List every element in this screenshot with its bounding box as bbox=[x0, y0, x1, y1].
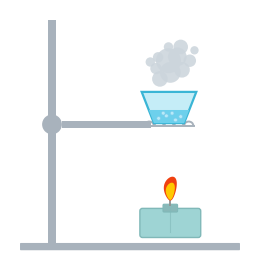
Bar bbox=[48, 20, 56, 244]
Circle shape bbox=[164, 42, 173, 52]
Polygon shape bbox=[149, 110, 189, 123]
Polygon shape bbox=[164, 177, 177, 200]
Bar bbox=[62, 121, 151, 127]
Circle shape bbox=[146, 57, 155, 67]
Circle shape bbox=[173, 40, 188, 54]
Polygon shape bbox=[142, 92, 196, 123]
Circle shape bbox=[190, 46, 199, 54]
Circle shape bbox=[152, 71, 168, 87]
Circle shape bbox=[156, 48, 181, 73]
Circle shape bbox=[161, 111, 165, 115]
Circle shape bbox=[42, 115, 62, 134]
Circle shape bbox=[157, 116, 160, 120]
Circle shape bbox=[165, 114, 168, 118]
FancyBboxPatch shape bbox=[140, 208, 201, 237]
Circle shape bbox=[184, 54, 196, 67]
Circle shape bbox=[150, 63, 162, 74]
Circle shape bbox=[179, 115, 183, 118]
FancyBboxPatch shape bbox=[163, 204, 178, 212]
Circle shape bbox=[168, 47, 187, 66]
Circle shape bbox=[170, 111, 174, 115]
Circle shape bbox=[160, 62, 181, 83]
FancyBboxPatch shape bbox=[20, 243, 240, 250]
Circle shape bbox=[153, 52, 163, 62]
Circle shape bbox=[174, 118, 177, 122]
Polygon shape bbox=[166, 183, 175, 200]
Circle shape bbox=[174, 62, 190, 78]
